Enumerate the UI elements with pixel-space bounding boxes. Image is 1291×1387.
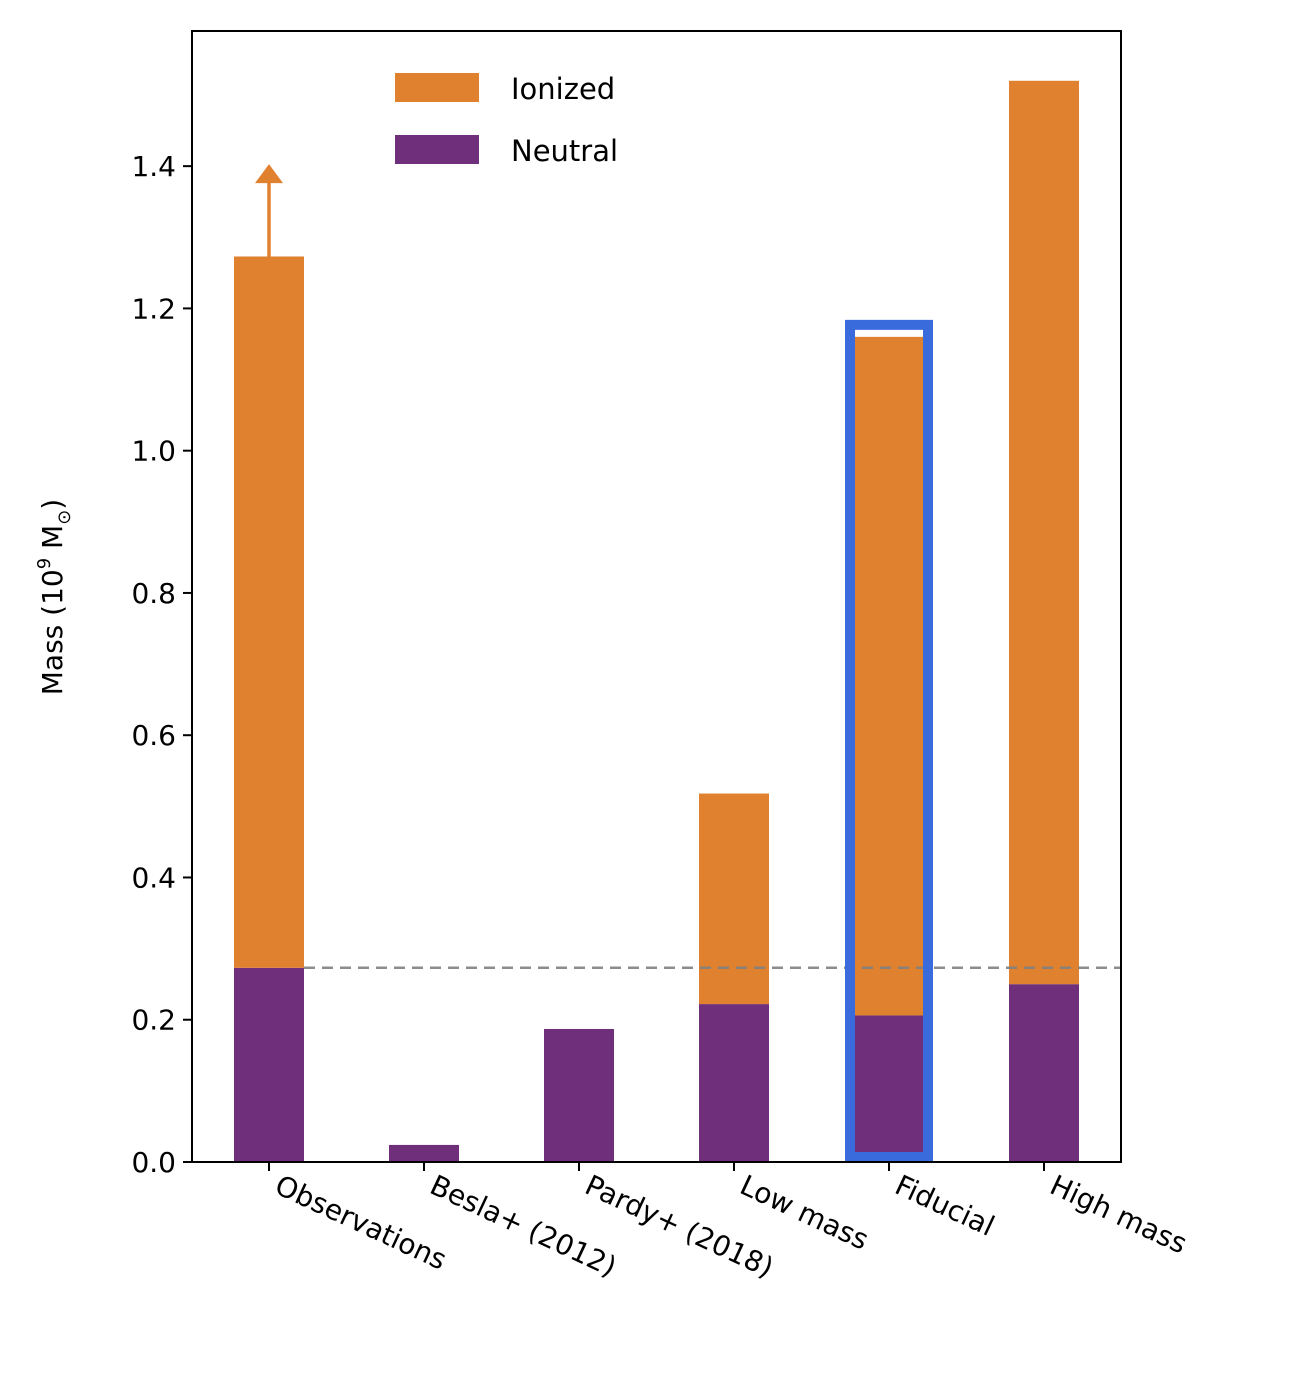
y-tick-label: 0.8: [131, 577, 176, 610]
legend-swatch-neutral: [395, 135, 479, 164]
highlight-box-fiducial: [845, 319, 933, 1162]
y-tick-label: 0.2: [131, 1004, 176, 1037]
bar-neutral-high-mass: [1009, 984, 1079, 1162]
x-tick-label: Fiducial: [890, 1168, 1000, 1242]
bar-ionized-observations: [234, 256, 304, 968]
bar-ionized-low-mass: [699, 793, 769, 1005]
legend-swatch-ionized: [395, 73, 479, 102]
bar-neutral-besla-2012: [389, 1144, 459, 1162]
y-axis: 0.0 0.2 0.4 0.6 0.8 1.0 1.2 1.4: [131, 150, 192, 1179]
x-tick-label: High mass: [1045, 1168, 1192, 1260]
y-tick-label: 0.4: [131, 861, 176, 894]
legend-label-neutral: Neutral: [511, 134, 618, 168]
y-tick-label: 1.0: [131, 435, 176, 468]
bar-neutral-pardy-2018: [544, 1028, 614, 1162]
legend: Ionized Neutral: [395, 72, 618, 168]
bar-ionized-high-mass: [1009, 80, 1079, 985]
plot-area: [234, 80, 1121, 1162]
y-axis-label: Mass (109 M⊙): [34, 499, 75, 696]
bar-neutral-observations: [234, 967, 304, 1162]
y-tick-label: 1.2: [131, 292, 176, 325]
plot-frame: [191, 30, 1122, 1163]
bar-ionized-fiducial: [854, 336, 924, 1016]
y-tick-label: 0.0: [131, 1146, 176, 1179]
x-tick-label: Observations: [270, 1168, 452, 1276]
bar-neutral-low-mass: [699, 1004, 769, 1162]
legend-label-ionized: Ionized: [511, 72, 615, 106]
lower-limit-arrow: [255, 164, 283, 257]
y-tick-label: 1.4: [131, 150, 176, 183]
bar-neutral-fiducial: [854, 1015, 924, 1162]
y-tick-label: 0.6: [131, 719, 176, 752]
